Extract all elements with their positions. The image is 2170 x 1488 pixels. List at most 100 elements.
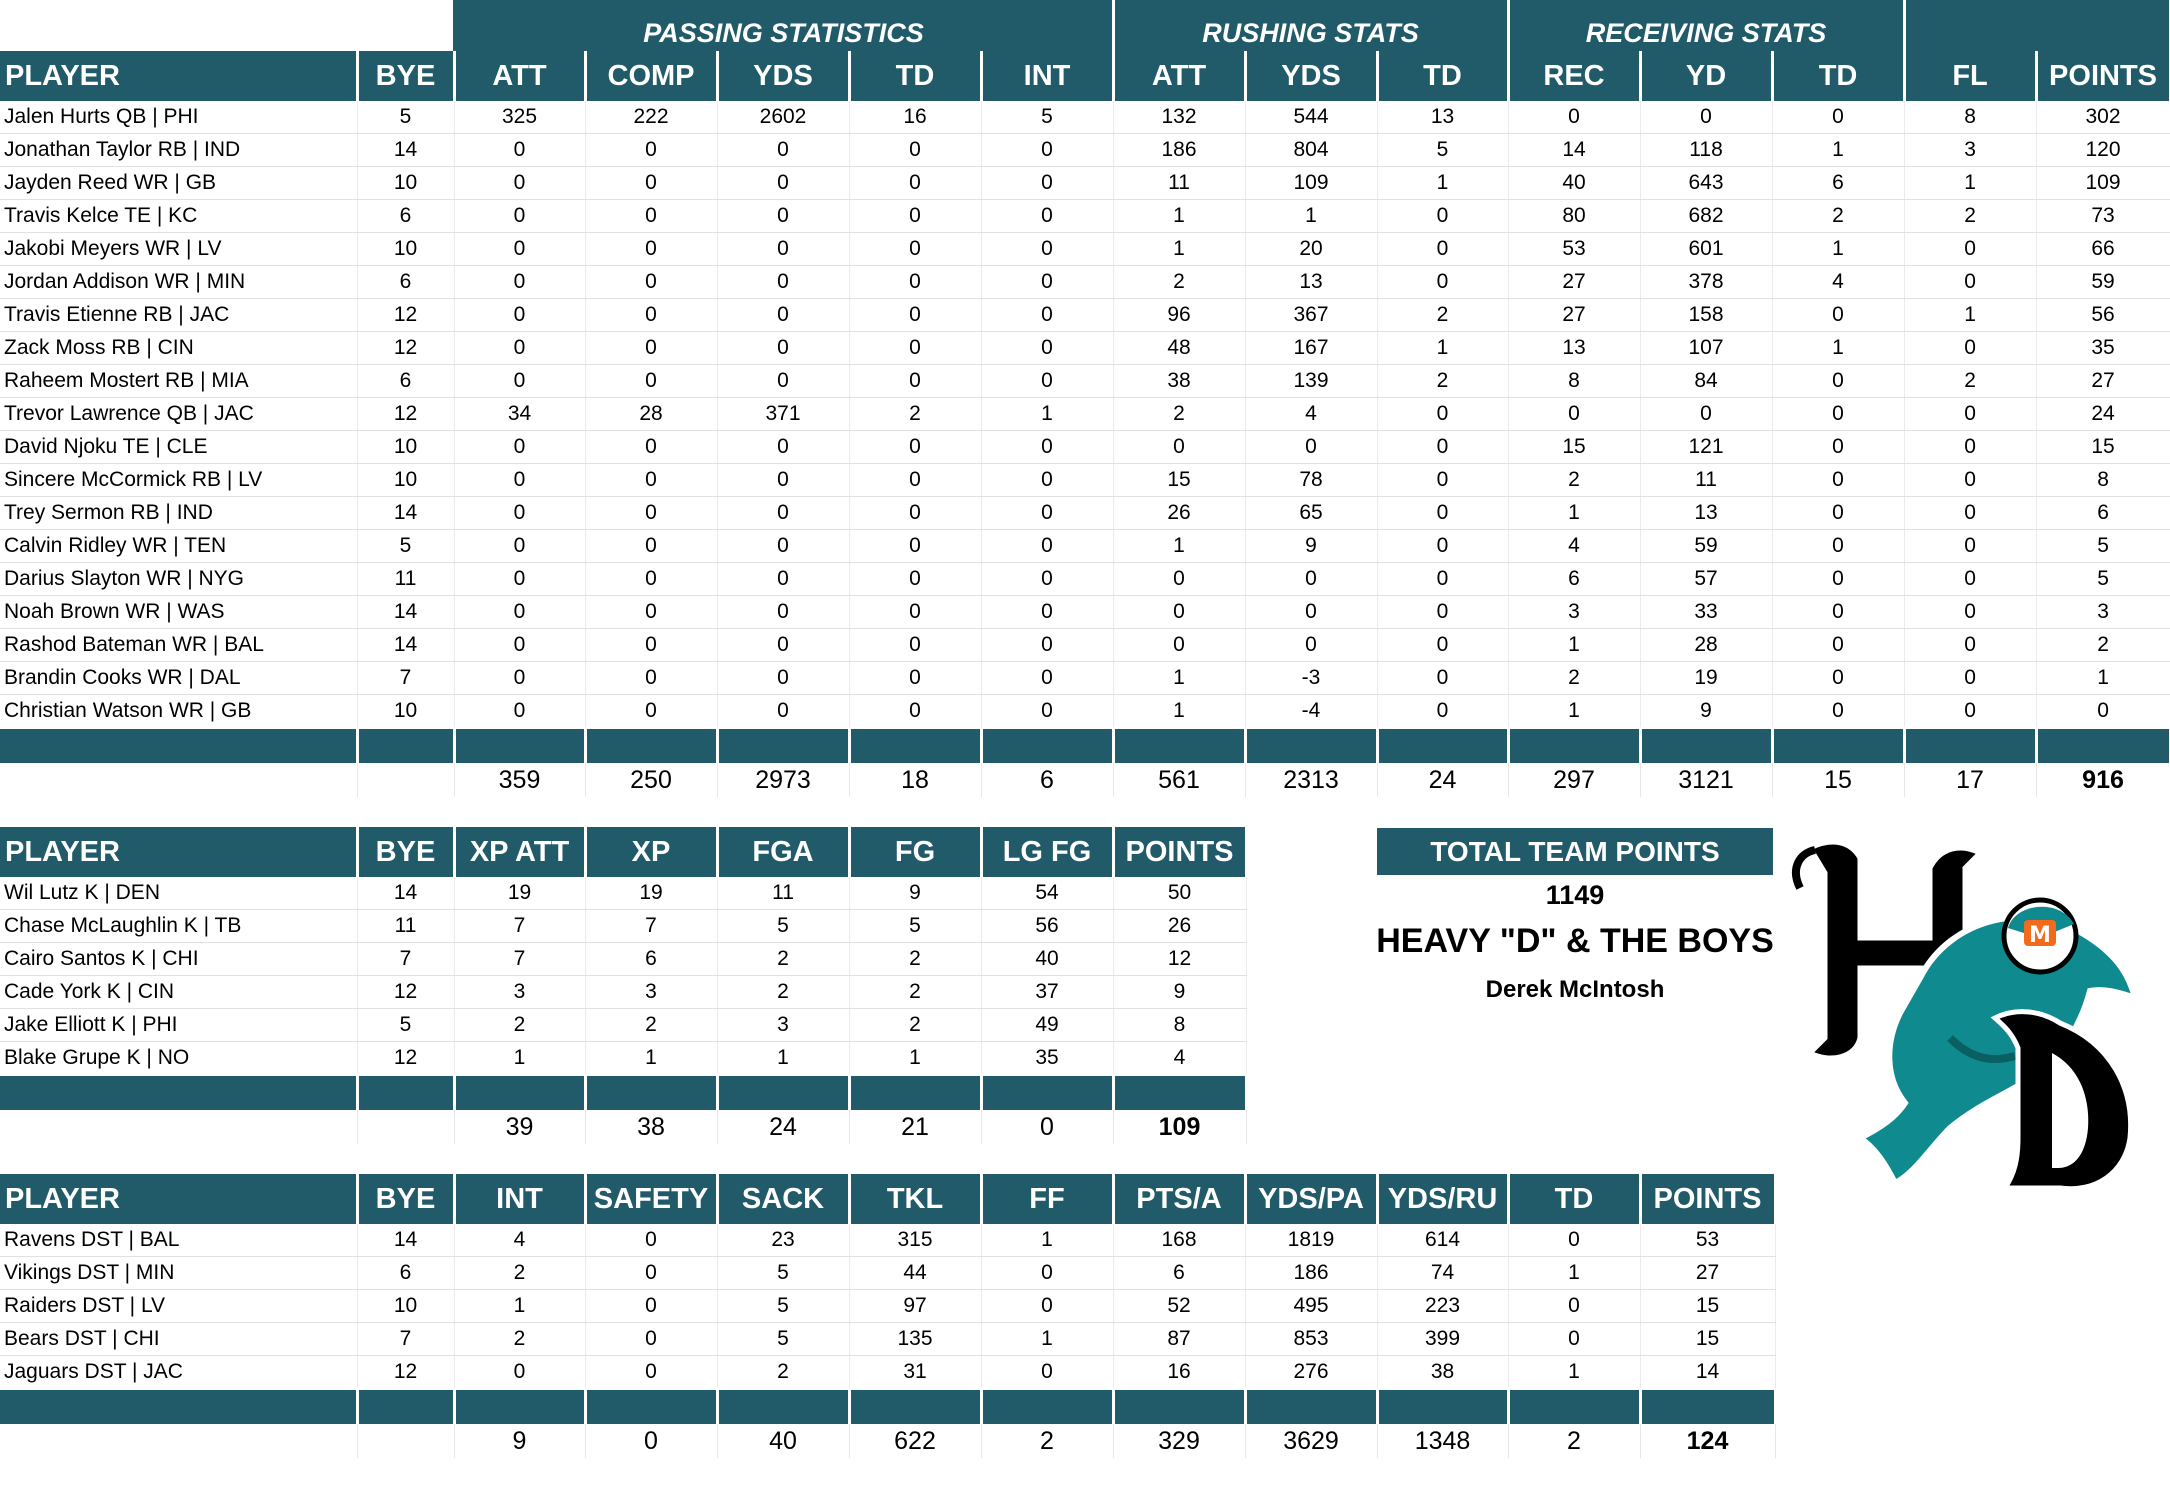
stat-cell: 0: [454, 265, 586, 299]
total-cell: 24: [1377, 763, 1509, 797]
stat-cell: 0: [1904, 331, 2037, 365]
stat-cell: 0: [1640, 397, 1773, 431]
stat-cell: 643: [1640, 166, 1773, 200]
total-cell: [357, 763, 455, 797]
stat-cell: 2: [849, 1008, 982, 1042]
player-name: Sincere McCormick RB | LV: [0, 463, 358, 497]
player-name: Rashod Bateman WR | BAL: [0, 628, 358, 662]
stat-cell: 1: [717, 1041, 850, 1076]
player-name: Travis Etienne RB | JAC: [0, 298, 358, 332]
stat-cell: 13: [1377, 101, 1509, 134]
stat-cell: 0: [585, 1289, 718, 1323]
table-row: Sincere McCormick RB | LV 10 0 0 0 0 0 15 78 0 2 11…: [0, 463, 2170, 497]
total-cell: 1348: [1377, 1424, 1509, 1458]
player-name: Jaguars DST | JAC: [0, 1355, 358, 1390]
separator-bar: [0, 1074, 359, 1110]
stat-cell: 48: [1113, 331, 1246, 365]
stat-cell: 0: [717, 529, 850, 563]
stat-cell: 14: [357, 1224, 455, 1257]
stat-cell: 3: [1508, 595, 1641, 629]
stat-cell: 1: [1508, 628, 1641, 662]
total-cell: 17: [1904, 763, 2037, 797]
stat-cell: 5: [357, 1008, 455, 1042]
stat-cell: 5: [717, 1322, 850, 1356]
stat-cell: 0: [585, 496, 718, 530]
separator-bar: [1113, 1388, 1247, 1424]
stat-cell: 0: [1377, 661, 1509, 695]
stat-cell: 2: [849, 397, 982, 431]
stat-cell: 24: [2036, 397, 2170, 431]
stat-cell: 601: [1640, 232, 1773, 266]
stat-cell: 5: [717, 909, 850, 943]
stat-cell: 0: [1113, 430, 1246, 464]
total-cell: 2: [981, 1424, 1114, 1458]
separator-bar: [981, 1074, 1115, 1110]
stat-cell: 74: [1377, 1256, 1509, 1290]
stat-cell: 87: [1113, 1322, 1246, 1356]
stat-cell: 0: [1377, 265, 1509, 299]
stat-cell: 0: [454, 595, 586, 629]
separator-bar: [717, 1074, 851, 1110]
player-name: Raiders DST | LV: [0, 1289, 358, 1323]
stat-cell: 7: [585, 909, 718, 943]
stat-cell: 0: [1377, 694, 1509, 729]
stat-cell: 222: [585, 101, 718, 134]
table-row: Raheem Mostert RB | MIA 6 0 0 0 0 0 38 139 2 8 84 0 2…: [0, 364, 2170, 398]
stat-cell: 0: [1772, 562, 1905, 596]
header-points-14: POINTS: [2036, 51, 2170, 101]
stat-cell: 16: [849, 101, 982, 134]
stat-cell: 56: [2036, 298, 2170, 332]
player-name: Calvin Ridley WR | TEN: [0, 529, 358, 563]
stat-cell: 6: [2036, 496, 2170, 530]
separator-bar: [1377, 1388, 1510, 1424]
total-cell: 622: [849, 1424, 982, 1458]
stat-cell: 135: [849, 1322, 982, 1356]
stat-cell: 52: [1113, 1289, 1246, 1323]
stat-cell: 0: [454, 199, 586, 233]
stat-cell: 2: [1113, 397, 1246, 431]
stat-cell: 0: [1904, 529, 2037, 563]
stat-cell: 40: [981, 942, 1114, 976]
table-row: Jonathan Taylor RB | IND 14 0 0 0 0 0 186 804 5 14…: [0, 133, 2170, 167]
stat-cell: 109: [1245, 166, 1378, 200]
stat-cell: 2: [1377, 298, 1509, 332]
stat-cell: 5: [2036, 562, 2170, 596]
header-safety-3: SAFETY: [585, 1174, 719, 1224]
stat-cell: 0: [585, 1355, 718, 1390]
stat-cell: 0: [1772, 101, 1905, 134]
stat-cell: 14: [1508, 133, 1641, 167]
stat-cell: 4: [1245, 397, 1378, 431]
stat-cell: 31: [849, 1355, 982, 1390]
stat-cell: 20: [1245, 232, 1378, 266]
total-cell: 329: [1113, 1424, 1246, 1458]
stat-cell: 315: [849, 1224, 982, 1257]
stat-cell: 13: [1508, 331, 1641, 365]
stat-cell: 8: [2036, 463, 2170, 497]
player-name: Ravens DST | BAL: [0, 1224, 358, 1257]
separator-bar: [981, 1388, 1115, 1424]
stat-cell: 35: [981, 1041, 1114, 1076]
separator-bar: [981, 727, 1115, 763]
total-cell: 3121: [1640, 763, 1773, 797]
stat-cell: 12: [357, 1041, 455, 1076]
stat-cell: 0: [1640, 101, 1773, 134]
stat-cell: 0: [1377, 529, 1509, 563]
stat-cell: 0: [454, 133, 586, 167]
stat-cell: 54: [981, 877, 1114, 910]
stat-cell: 0: [1772, 628, 1905, 662]
stat-cell: 3: [454, 975, 586, 1009]
stat-cell: 0: [849, 562, 982, 596]
total-cell: 18: [849, 763, 982, 797]
stat-cell: 5: [981, 101, 1114, 134]
header-yd-11: YD: [1640, 51, 1774, 101]
player-name: David Njoku TE | CLE: [0, 430, 358, 464]
stat-cell: 40: [1508, 166, 1641, 200]
header-player-0: PLAYER: [0, 51, 359, 101]
stat-cell: 0: [454, 232, 586, 266]
separator-bar: [849, 1388, 983, 1424]
stat-cell: 5: [717, 1256, 850, 1290]
stat-cell: 12: [357, 975, 455, 1009]
team-name: HEAVY "D" & THE BOYS: [1376, 922, 1774, 960]
stat-cell: 1: [454, 1289, 586, 1323]
stat-cell: 0: [585, 694, 718, 729]
